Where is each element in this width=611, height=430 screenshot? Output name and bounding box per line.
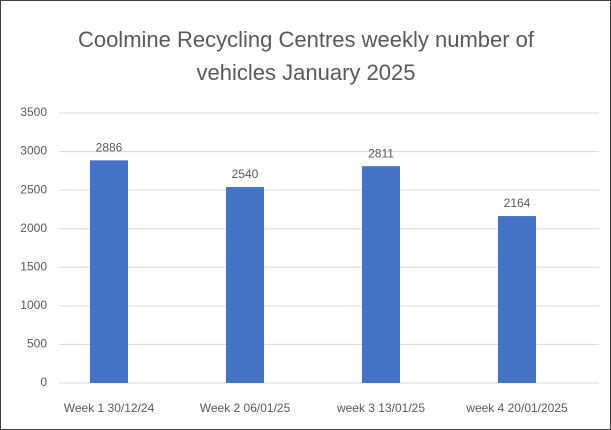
data-label: 2540 (232, 167, 259, 181)
y-tick-label: 1000 (20, 298, 47, 312)
data-label: 2164 (504, 196, 531, 210)
bar (90, 160, 128, 383)
x-tick-label: week 3 13/01/25 (336, 401, 425, 415)
bar (362, 166, 400, 383)
y-tick-label: 3500 (20, 105, 47, 119)
y-tick-label: 2000 (20, 221, 47, 235)
x-tick-label: Week 2 06/01/25 (200, 401, 291, 415)
data-label: 2811 (368, 146, 394, 160)
y-tick-label: 0 (40, 375, 47, 389)
x-tick-label: Week 1 30/12/24 (64, 401, 155, 415)
bar (226, 187, 264, 383)
data-label: 2886 (96, 141, 123, 155)
y-tick-label: 2500 (20, 182, 47, 196)
y-tick-label: 500 (27, 337, 47, 351)
y-tick-label: 3000 (20, 144, 47, 158)
y-tick-label: 1500 (20, 259, 47, 273)
chart-title: Coolmine Recycling Centres weekly number… (77, 27, 535, 85)
bar (498, 216, 536, 383)
x-tick-label: week 4 20/01/2025 (465, 401, 568, 415)
